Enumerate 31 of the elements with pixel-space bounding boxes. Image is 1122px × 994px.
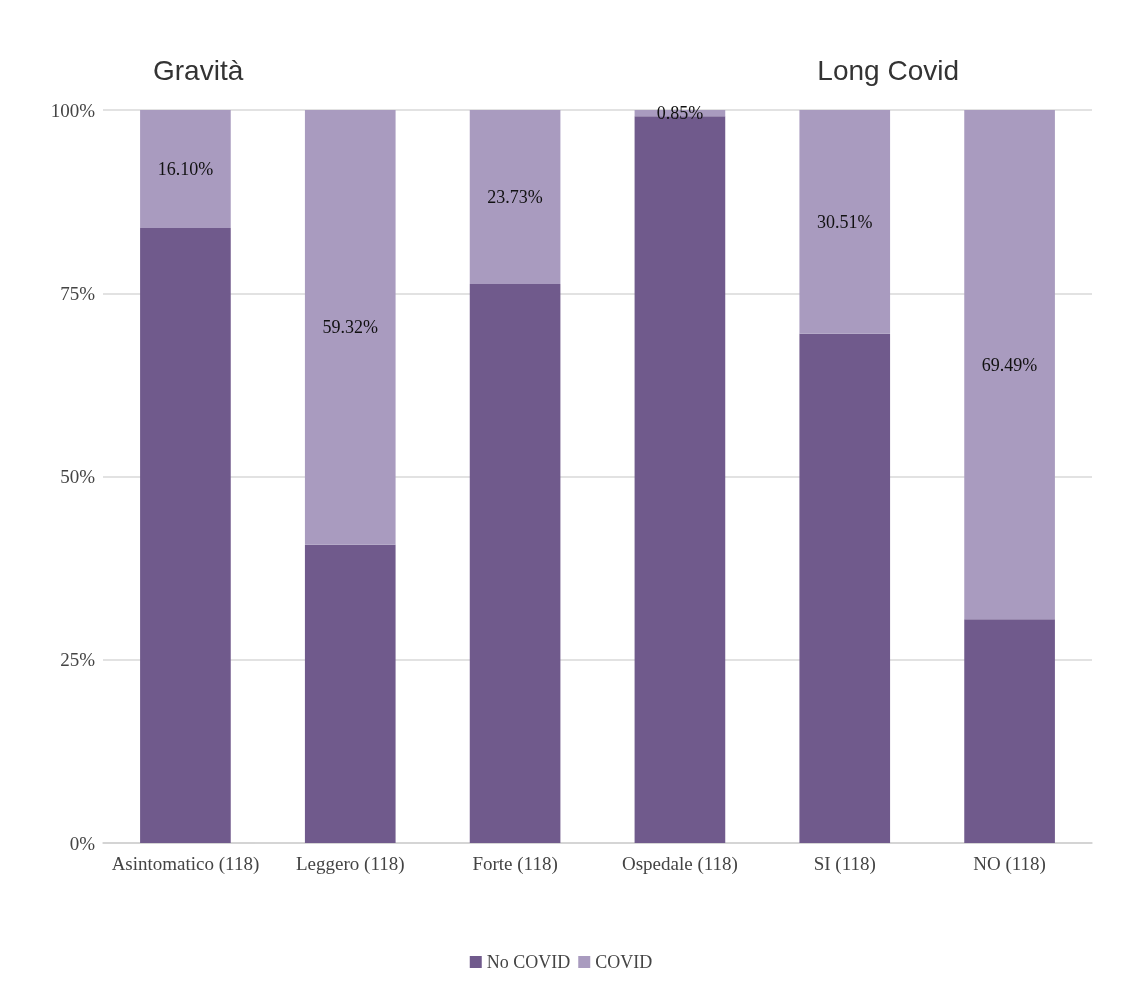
data-label: 16.10% — [157, 159, 214, 180]
bar — [140, 110, 231, 229]
text: Long Covid — [817, 54, 959, 86]
bar — [140, 228, 231, 843]
bar — [304, 110, 396, 545]
legend-label: No COVID — [486, 952, 571, 972]
bar — [964, 110, 1055, 620]
bar — [469, 283, 561, 843]
bar — [964, 619, 1055, 843]
y-tick-label: 100% — [50, 99, 96, 121]
text: Gravità — [153, 54, 244, 86]
x-tick-label: Leggero (118) — [296, 852, 405, 875]
x-tick-label: Ospedale (118) — [621, 852, 738, 875]
x-tick-label: Asintomatico (118) — [111, 852, 260, 875]
y-tick-label: 25% — [60, 649, 96, 671]
bar — [304, 544, 396, 843]
data-label: 69.49% — [981, 354, 1038, 375]
y-tick-label: 50% — [60, 466, 96, 487]
bar — [799, 333, 891, 843]
data-label: 59.32% — [322, 317, 378, 338]
x-tick-label: NO (118) — [973, 852, 1046, 875]
y-tick-label: 75% — [60, 282, 96, 304]
data-label: 0.85% — [656, 103, 704, 124]
data-label: 30.51% — [817, 211, 873, 232]
bar — [799, 110, 891, 334]
y-tick-label: 0% — [69, 832, 96, 854]
data-label: 23.73% — [487, 186, 543, 207]
legend-label: COVID — [595, 952, 653, 972]
x-tick-label: SI (118) — [813, 852, 876, 875]
bar — [469, 110, 561, 284]
x-tick-label: Forte (118) — [472, 852, 558, 875]
